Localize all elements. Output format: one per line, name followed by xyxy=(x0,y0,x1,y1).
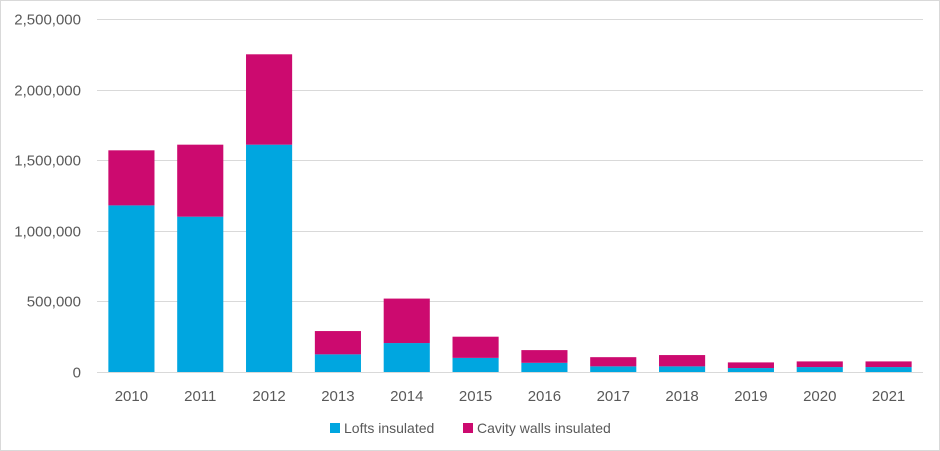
x-tick-label: 2010 xyxy=(115,388,148,405)
bar-lofts-insulated xyxy=(727,368,774,372)
bar-cavity-walls-insulated xyxy=(796,361,843,368)
bar-lofts-insulated xyxy=(796,367,843,372)
bars xyxy=(108,54,912,372)
x-tick-label: 2016 xyxy=(528,388,561,405)
x-tick-label: 2014 xyxy=(390,388,423,405)
bar-lofts-insulated xyxy=(177,216,224,372)
y-tick-label: 2,500,000 xyxy=(14,12,81,29)
y-tick-label: 500,000 xyxy=(27,294,81,311)
legend-label: Cavity walls insulated xyxy=(477,420,611,436)
bar-cavity-walls-insulated xyxy=(865,361,912,368)
bar-cavity-walls-insulated xyxy=(383,298,430,344)
bar-lofts-insulated xyxy=(108,205,155,372)
bar-cavity-walls-insulated xyxy=(659,355,706,367)
y-tick-label: 0 xyxy=(73,365,81,382)
x-tick-label: 2018 xyxy=(665,388,698,405)
x-tick-label: 2013 xyxy=(321,388,354,405)
bar-lofts-insulated xyxy=(452,357,499,372)
y-tick-label: 1,500,000 xyxy=(14,153,81,170)
x-tick-label: 2011 xyxy=(184,388,216,405)
bar-lofts-insulated xyxy=(314,354,361,372)
y-tick-label: 1,000,000 xyxy=(14,224,81,241)
bar-lofts-insulated xyxy=(521,362,568,372)
bar-lofts-insulated xyxy=(246,144,293,372)
bar-cavity-walls-insulated xyxy=(314,331,361,355)
x-tick-label: 2020 xyxy=(803,388,836,405)
bar-cavity-walls-insulated xyxy=(452,336,499,358)
x-tick-label: 2012 xyxy=(252,388,285,405)
x-tick-label: 2019 xyxy=(734,388,767,405)
bar-lofts-insulated xyxy=(659,366,706,372)
legend-label: Lofts insulated xyxy=(344,420,434,436)
bar-cavity-walls-insulated xyxy=(177,144,224,217)
bar-cavity-walls-insulated xyxy=(108,150,155,206)
legend-item-lofts-insulated: Lofts insulated xyxy=(330,420,434,436)
bar-cavity-walls-insulated xyxy=(246,54,293,145)
legend-swatch xyxy=(330,423,340,433)
legend: Lofts insulated Cavity walls insulated xyxy=(330,420,611,436)
bar-cavity-walls-insulated xyxy=(521,350,568,363)
legend-item-cavity-walls-insulated: Cavity walls insulated xyxy=(463,420,611,436)
bar-lofts-insulated xyxy=(865,367,912,372)
bar-cavity-walls-insulated xyxy=(590,357,637,367)
bar-lofts-insulated xyxy=(590,366,637,372)
bar-lofts-insulated xyxy=(383,343,430,372)
legend-swatch xyxy=(463,423,473,433)
y-tick-label: 2,000,000 xyxy=(14,83,81,100)
bar-cavity-walls-insulated xyxy=(727,362,774,369)
axes: 0 500,000 1,000,000 1,500,000 2,000,000 2,500… xyxy=(14,12,923,405)
x-tick-label: 2017 xyxy=(597,388,630,405)
x-tick-label: 2021 xyxy=(872,388,905,405)
x-tick-label: 2015 xyxy=(459,388,492,405)
